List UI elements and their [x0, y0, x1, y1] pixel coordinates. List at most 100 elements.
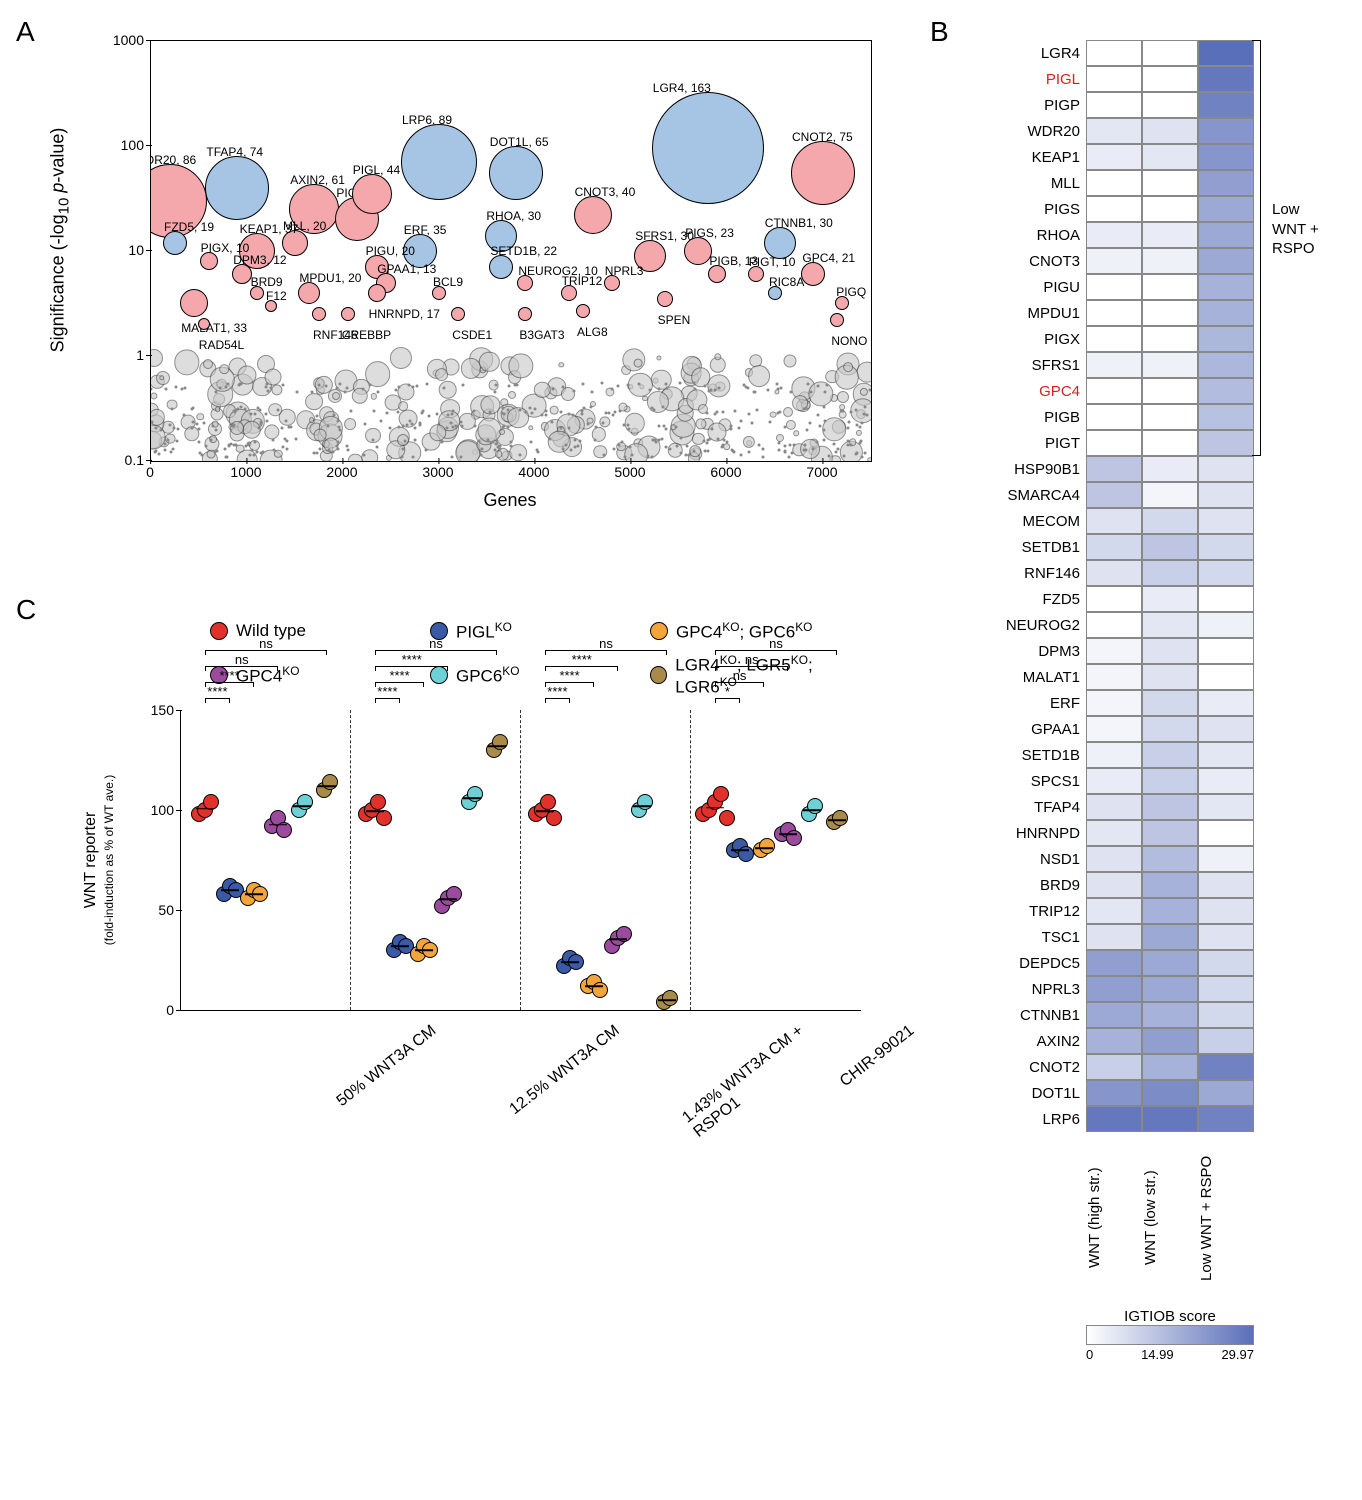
- heatmap-cell: [1198, 40, 1254, 66]
- heatmap-row-label: PIGP: [970, 97, 1086, 114]
- heatmap-cell: [1142, 144, 1198, 170]
- heatmap-cell: [1086, 222, 1142, 248]
- panel-C-legend: Wild typePIGLKOGPC4KO; GPC6KOGPC4KOGPC6K…: [210, 620, 870, 698]
- heatmap-row-gpaa1: GPAA1: [970, 716, 1320, 742]
- x-cond-label: 50% WNT3A CM: [333, 1022, 439, 1111]
- heatmap-row-gpc4: GPC4: [970, 378, 1320, 404]
- bubble-csde1: [451, 307, 465, 321]
- bubble-label-cnot2: CNOT2, 75: [792, 130, 853, 144]
- heatmap-cell: [1086, 274, 1142, 300]
- bubble-label-keap1: KEAP1, 37: [240, 222, 299, 236]
- heatmap-cell: [1086, 820, 1142, 846]
- legend-label: GPC6KO: [456, 664, 519, 687]
- heatmap-cell: [1086, 248, 1142, 274]
- heatmap-cell: [1142, 196, 1198, 222]
- heatmap-row-trip12: TRIP12: [970, 898, 1320, 924]
- heatmap-cell: [1198, 170, 1254, 196]
- heatmap-row-label: LRP6: [970, 1111, 1086, 1128]
- bubble-label-crebbp: CREBBP: [342, 328, 391, 342]
- heatmap-cell: [1142, 404, 1198, 430]
- heatmap-row-lgr4: LGR4: [970, 40, 1320, 66]
- heatmap-cell: [1086, 534, 1142, 560]
- heatmap-cell: [1086, 716, 1142, 742]
- heatmap-row-pigx: PIGX: [970, 326, 1320, 352]
- heatmap-cell: [1086, 742, 1142, 768]
- heatmap-cell: [1142, 768, 1198, 794]
- heatmap-row-depdc5: DEPDC5: [970, 950, 1320, 976]
- bubble-nono: [830, 313, 844, 327]
- heatmap-row-label: HSP90B1: [970, 461, 1086, 478]
- heatmap-cell: [1142, 586, 1198, 612]
- heatmap-row-label: ERF: [970, 695, 1086, 712]
- heatmap-row-label: MALAT1: [970, 669, 1086, 686]
- heatmap-cell: [1086, 768, 1142, 794]
- heatmap-row-pigt: PIGT: [970, 430, 1320, 456]
- bubble-rad54l: [198, 318, 210, 330]
- heatmap-cell: [1142, 352, 1198, 378]
- heatmap-row-mll: MLL: [970, 170, 1320, 196]
- heatmap-cell: [1086, 196, 1142, 222]
- heatmap-cell: [1198, 222, 1254, 248]
- data-point: [370, 794, 386, 810]
- heatmap-cell: [1086, 352, 1142, 378]
- heatmap-cell: [1142, 118, 1198, 144]
- heatmap-row-label: FZD5: [970, 591, 1086, 608]
- heatmap-row-label: TSC1: [970, 929, 1086, 946]
- heatmap-row-keap1: KEAP1: [970, 144, 1320, 170]
- heatmap-cell: [1086, 1028, 1142, 1054]
- heatmap-row-label: TRIP12: [970, 903, 1086, 920]
- legend-label: LGR4KO; LGR5KO; LGR6KO: [675, 653, 870, 698]
- legend-dot: [650, 622, 668, 640]
- legend-item: Wild type: [210, 620, 430, 643]
- heatmap-cell: [1086, 898, 1142, 924]
- bubble-label-gpc4: GPC4, 21: [802, 251, 855, 265]
- heatmap-cell: [1086, 794, 1142, 820]
- bubble-label-b3gat3: B3GAT3: [519, 328, 564, 342]
- heatmap-cell: [1198, 742, 1254, 768]
- heatmap-cell: [1086, 950, 1142, 976]
- data-point: [637, 794, 653, 810]
- bubble-pigl: [352, 174, 392, 214]
- heatmap-cell: [1198, 1080, 1254, 1106]
- legend-item: GPC4KO; GPC6KO: [650, 620, 870, 643]
- heatmap-cell: [1198, 534, 1254, 560]
- sig-label: ns: [769, 636, 783, 651]
- heatmap-row-label: SETDB1: [970, 539, 1086, 556]
- heatmap-row-label: NEUROG2: [970, 617, 1086, 634]
- bubble-spen: [657, 291, 673, 307]
- heatmap-cell: [1142, 222, 1198, 248]
- heatmap-cell: [1198, 300, 1254, 326]
- heatmap-cell: [1086, 326, 1142, 352]
- heatmap-cell: [1086, 404, 1142, 430]
- sig-label: ****: [219, 668, 239, 683]
- heatmap-row-pigs: PIGS: [970, 196, 1320, 222]
- panel-C-ylabel: WNT reporter(fold-induction as % of WT a…: [82, 775, 118, 946]
- heatmap-row-dot1l: DOT1L: [970, 1080, 1320, 1106]
- heatmap-cell: [1086, 300, 1142, 326]
- heatmap-cell: [1142, 1054, 1198, 1080]
- panel-A-plot-area: WDR20, 86TFAP4, 74AXIN2, 61PIGP, 51PIGL,…: [150, 40, 872, 462]
- heatmap-cell: [1086, 612, 1142, 638]
- figure: A B C Significance (-log10 p-value) Gene…: [0, 0, 1362, 1500]
- bubble-alg8: [576, 304, 590, 318]
- bubble-label-trip12: TRIP12: [562, 274, 603, 288]
- bubble-label-cnot3: CNOT3, 40: [575, 185, 636, 199]
- heatmap-row-label: BRD9: [970, 877, 1086, 894]
- heatmap-row-wdr20: WDR20: [970, 118, 1320, 144]
- legend-dot: [430, 666, 448, 684]
- heatmap-cell: [1198, 1054, 1254, 1080]
- heatmap-cell: [1198, 196, 1254, 222]
- heatmap-cell: [1142, 92, 1198, 118]
- data-point: [759, 838, 775, 854]
- bubble-gpc4: [801, 262, 825, 286]
- heatmap-cell: [1198, 378, 1254, 404]
- heatmap-row-label: MPDU1: [970, 305, 1086, 322]
- bubble-rnf146: [312, 307, 326, 321]
- sig-label: ns: [733, 668, 747, 683]
- heatmap-cell: [1142, 664, 1198, 690]
- heatmap-cell: [1142, 612, 1198, 638]
- data-point: [719, 810, 735, 826]
- heatmap-cell: [1198, 872, 1254, 898]
- heatmap-row-brd9: BRD9: [970, 872, 1320, 898]
- heatmap-cell: [1198, 638, 1254, 664]
